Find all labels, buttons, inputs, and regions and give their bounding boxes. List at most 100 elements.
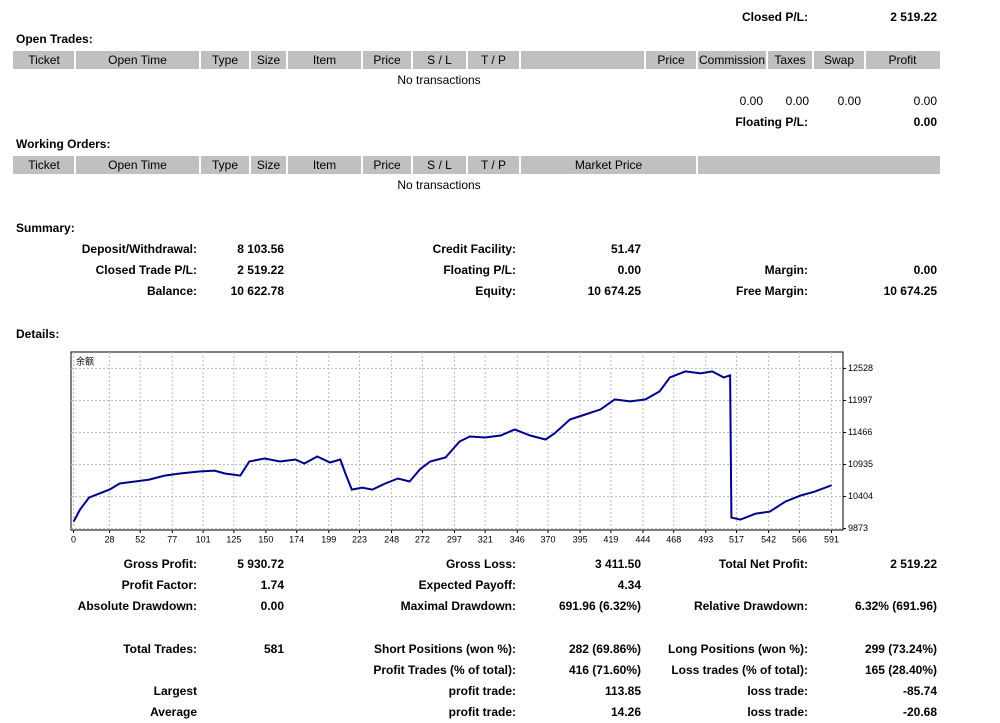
column-header: Price (373, 53, 401, 67)
y-tick-label: 10404 (848, 491, 873, 501)
x-tick-label: 321 (478, 534, 493, 544)
x-tick-label: 272 (415, 534, 430, 544)
x-tick-label: 174 (289, 534, 304, 544)
column-header: Ticket (28, 53, 60, 67)
column-header: T / P (481, 158, 506, 172)
column-header: Taxes (774, 53, 805, 67)
total-value: 0.00 (786, 94, 810, 108)
column-header: Swap (824, 53, 854, 67)
x-tick-label: 419 (603, 534, 618, 544)
column-header: Open Time (108, 53, 167, 67)
x-tick-label: 223 (352, 534, 367, 544)
floating-value: 0.00 (914, 115, 938, 129)
x-tick-label: 125 (226, 534, 241, 544)
stat-value: 6.32% (691.96) (855, 599, 937, 613)
x-tick-label: 566 (792, 534, 807, 544)
section-title: Working Orders: (16, 137, 110, 151)
empty-message: No transactions (397, 178, 480, 192)
column-header: Item (313, 158, 336, 172)
x-tick-label: 444 (635, 534, 650, 544)
stat-label: profit trade: (449, 684, 516, 698)
stat-label: loss trade: (747, 705, 808, 719)
y-tick-label: 11997 (848, 395, 872, 405)
stat-value: 581 (264, 642, 284, 656)
x-tick-label: 517 (729, 534, 744, 544)
stat-label: Margin: (765, 263, 808, 277)
y-tick-label: 12528 (848, 363, 873, 373)
stat-label: Deposit/Withdrawal: (82, 242, 197, 256)
x-tick-label: 395 (573, 534, 588, 544)
balance-line (72, 370, 832, 523)
x-tick-label: 248 (384, 534, 399, 544)
stat-value: 4.34 (618, 578, 642, 592)
stat-label: Relative Drawdown: (694, 599, 808, 613)
y-tick-label: 9873 (848, 523, 868, 533)
stat-label: Short Positions (won %): (374, 642, 516, 656)
x-tick-label: 493 (698, 534, 713, 544)
total-value: 0.00 (740, 94, 764, 108)
section-title: Summary: (16, 221, 75, 235)
closed-pl-label: Closed P/L: (742, 10, 808, 24)
section-title: Open Trades: (16, 32, 93, 46)
stat-value: 5 930.72 (237, 557, 284, 571)
stat-value: 3 411.50 (595, 557, 641, 571)
x-tick-label: 199 (321, 534, 336, 544)
stat-value: 2 519.22 (237, 263, 284, 277)
x-tick-label: 77 (167, 534, 177, 544)
stat-value: 0.00 (618, 263, 642, 277)
x-tick-label: 101 (196, 534, 211, 544)
stat-value: 165 (28.40%) (865, 663, 937, 677)
stat-label: Total Trades: (123, 642, 197, 656)
column-header: Open Time (108, 158, 167, 172)
stat-value: 51.47 (611, 242, 641, 256)
y-tick-label: 11466 (848, 427, 872, 437)
x-tick-label: 591 (824, 534, 839, 544)
column-header: Price (657, 53, 685, 67)
stat-value: 113.85 (605, 684, 641, 698)
total-value: 0.00 (838, 94, 862, 108)
x-tick-label: 28 (104, 534, 114, 544)
column-header: T / P (481, 53, 506, 67)
stat-label: Free Margin: (736, 284, 808, 298)
stat-label: Average (150, 705, 197, 719)
chart-title: 余额 (76, 355, 94, 366)
column-header: Type (212, 158, 238, 172)
stat-value: -20.68 (903, 705, 937, 719)
stat-value: 10 622.78 (231, 284, 285, 298)
closed-pl-value: 2 519.22 (890, 10, 937, 24)
column-header: Market Price (575, 158, 643, 172)
stat-label: Gross Profit: (124, 557, 197, 571)
stat-label: Equity: (475, 284, 516, 298)
stat-value: -85.74 (903, 684, 937, 698)
stat-label: loss trade: (747, 684, 808, 698)
table-header (13, 156, 940, 174)
x-tick-label: 297 (447, 534, 462, 544)
column-header: Ticket (28, 158, 60, 172)
stat-label: Profit Trades (% of total): (373, 663, 516, 677)
stat-value: 10 674.25 (884, 284, 938, 298)
stat-value: 2 519.22 (890, 557, 937, 571)
column-header: Price (373, 158, 401, 172)
stat-label: Credit Facility: (433, 242, 516, 256)
column-header: Item (313, 53, 336, 67)
table-header (13, 51, 940, 69)
stat-label: Maximal Drawdown: (401, 599, 516, 613)
stat-label: Largest (154, 684, 197, 698)
stat-value: 0.00 (914, 263, 938, 277)
stat-label: Expected Payoff: (419, 578, 516, 592)
y-tick-label: 10935 (848, 459, 873, 469)
column-header: Size (257, 53, 281, 67)
x-tick-label: 52 (135, 534, 145, 544)
stat-label: Balance: (147, 284, 197, 298)
x-tick-label: 468 (666, 534, 681, 544)
total-value: 0.00 (914, 94, 938, 108)
x-tick-label: 150 (258, 534, 273, 544)
column-header: S / L (427, 158, 452, 172)
column-header: Type (212, 53, 238, 67)
stat-label: Closed Trade P/L: (96, 263, 197, 277)
stat-value: 10 674.25 (588, 284, 642, 298)
column-header: Size (257, 158, 281, 172)
stat-value: 8 103.56 (237, 242, 284, 256)
section-title: Details: (16, 327, 59, 341)
